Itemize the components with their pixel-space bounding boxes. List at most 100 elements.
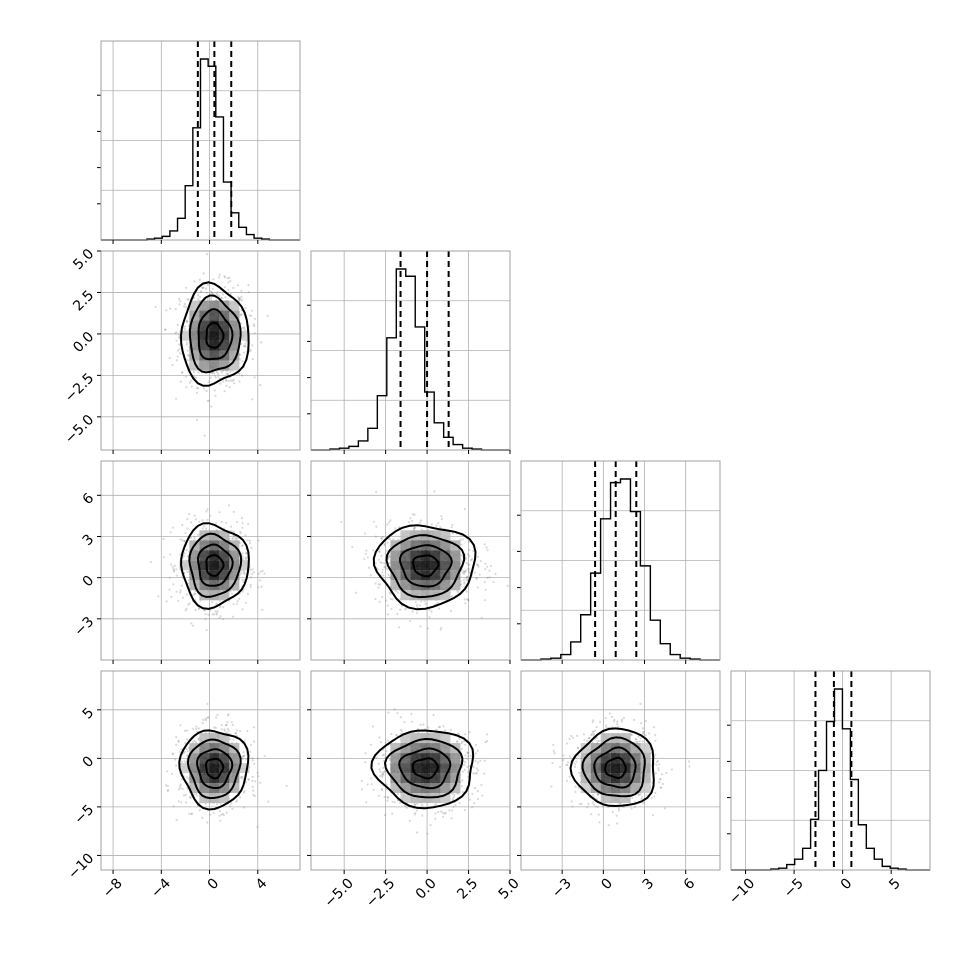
density-cell xyxy=(209,360,220,371)
scatter-point xyxy=(213,372,216,375)
scatter-point xyxy=(242,580,245,584)
scatter-point xyxy=(259,384,262,387)
scatter-point xyxy=(474,772,477,775)
scatter-point xyxy=(250,309,253,312)
scatter-point xyxy=(199,291,202,294)
scatter-point xyxy=(411,513,414,516)
scatter-point xyxy=(209,290,212,293)
scatter-point xyxy=(471,806,474,809)
scatter-point xyxy=(378,600,381,604)
scatter-point xyxy=(442,815,445,818)
density-cell xyxy=(199,320,210,331)
scatter-point xyxy=(179,380,182,383)
scatter-point xyxy=(461,779,464,782)
scatter-point xyxy=(366,783,369,786)
scatter-point xyxy=(364,532,367,535)
scatter-point xyxy=(464,743,467,746)
scatter-point xyxy=(241,360,244,363)
scatter-point xyxy=(463,581,466,584)
scatter-point xyxy=(387,573,390,577)
density-cell xyxy=(229,580,240,591)
density-cell xyxy=(420,590,431,601)
scatter-point xyxy=(194,608,197,612)
scatter-point xyxy=(185,738,189,741)
scatter-point xyxy=(183,729,186,733)
scatter-point xyxy=(201,527,204,530)
scatter-point xyxy=(185,343,188,346)
scatter-point xyxy=(225,723,228,727)
scatter-point xyxy=(248,539,251,542)
scatter-point xyxy=(178,347,181,350)
scatter-point xyxy=(652,726,656,729)
scatter-point xyxy=(463,768,466,772)
scatter-point xyxy=(285,784,288,787)
scatter-point xyxy=(463,809,466,812)
scatter-point xyxy=(186,527,189,530)
scatter-point xyxy=(437,521,440,525)
scatter-point xyxy=(443,812,447,815)
scatter-point xyxy=(472,772,475,775)
scatter-point xyxy=(409,619,412,623)
scatter-point xyxy=(193,280,196,283)
scatter-point xyxy=(381,766,385,770)
scatter-point xyxy=(246,539,249,542)
scatter-point xyxy=(474,759,477,763)
scatter-point xyxy=(399,728,402,732)
scatter-point xyxy=(387,521,391,524)
scatter-point xyxy=(207,380,210,383)
scatter-point xyxy=(610,715,614,719)
scatter-point xyxy=(198,278,201,281)
panel-3-2 xyxy=(517,670,721,874)
scatter-point xyxy=(467,570,470,573)
scatter-point xyxy=(220,723,223,727)
scatter-point xyxy=(233,535,236,538)
scatter-point xyxy=(202,718,205,722)
scatter-point xyxy=(198,809,201,812)
scatter-point xyxy=(252,789,255,792)
scatter-point xyxy=(396,612,399,616)
panel-0-0 xyxy=(97,40,301,244)
density-cell xyxy=(390,560,401,571)
scatter-point xyxy=(206,702,209,706)
scatter-point xyxy=(172,570,176,573)
scatter-point xyxy=(220,813,223,816)
scatter-point xyxy=(172,805,175,808)
scatter-point xyxy=(214,376,217,379)
scatter-point xyxy=(171,752,174,755)
scatter-point xyxy=(398,526,401,529)
scatter-point xyxy=(215,293,218,296)
scatter-point xyxy=(175,397,178,400)
scatter-point xyxy=(419,519,422,522)
scatter-point xyxy=(248,314,251,317)
scatter-point xyxy=(198,607,201,611)
scatter-point xyxy=(238,297,241,300)
scatter-point xyxy=(483,543,486,546)
scatter-point xyxy=(207,284,210,287)
scatter-point xyxy=(393,708,396,711)
scatter-point xyxy=(257,572,260,576)
scatter-point xyxy=(190,812,193,816)
scatter-point xyxy=(451,595,454,598)
scatter-point xyxy=(217,372,220,376)
scatter-point xyxy=(651,814,655,817)
scatter-point xyxy=(404,608,407,611)
scatter-point xyxy=(396,793,399,796)
scatter-point xyxy=(157,595,160,598)
scatter-point xyxy=(578,771,581,775)
scatter-point xyxy=(188,602,191,605)
scatter-point xyxy=(195,725,198,728)
scatter-point xyxy=(238,730,242,733)
scatter-point xyxy=(179,724,182,727)
scatter-point xyxy=(218,294,221,298)
scatter-point xyxy=(180,584,183,587)
scatter-point xyxy=(240,517,243,520)
scatter-point xyxy=(169,531,172,534)
contour-1 xyxy=(197,308,234,361)
scatter-point xyxy=(216,294,219,297)
scatter-point xyxy=(461,770,465,773)
scatter-point xyxy=(253,726,256,729)
scatter-point xyxy=(168,576,171,579)
scatter-point xyxy=(188,512,191,516)
scatter-point xyxy=(193,535,196,539)
scatter-point xyxy=(416,802,419,806)
